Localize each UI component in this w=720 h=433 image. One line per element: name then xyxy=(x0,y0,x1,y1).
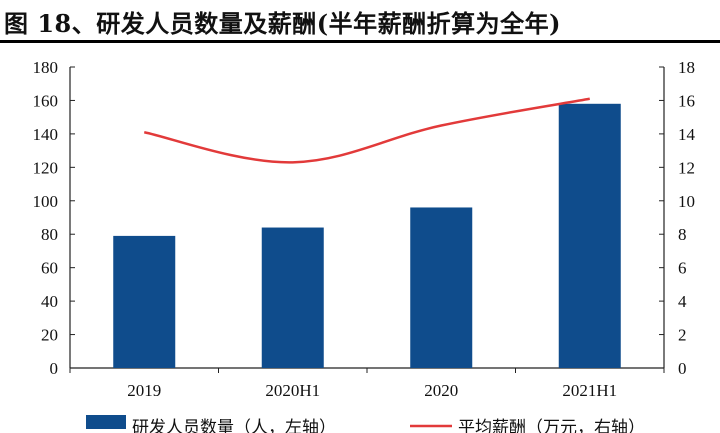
legend-bar-swatch xyxy=(86,415,126,429)
left-tick-label: 160 xyxy=(33,91,59,110)
right-tick-label: 8 xyxy=(678,225,687,244)
right-tick-label: 10 xyxy=(678,192,695,211)
line-series-path xyxy=(144,97,590,164)
line-series xyxy=(144,97,590,164)
right-tick-label: 18 xyxy=(678,58,695,77)
left-tick-label: 60 xyxy=(41,259,58,278)
left-tick-label: 120 xyxy=(33,158,59,177)
right-tick-label: 0 xyxy=(678,359,687,378)
legend-bar-label: 研发人员数量（人，左轴） xyxy=(132,418,336,433)
right-tick-label: 14 xyxy=(678,125,696,144)
bar xyxy=(558,103,621,369)
x-tick-label: 2020 xyxy=(424,381,458,400)
title-underline xyxy=(0,40,720,43)
x-tick-label: 2019 xyxy=(127,381,161,400)
left-tick-label: 0 xyxy=(50,359,59,378)
left-tick-label: 180 xyxy=(33,58,59,77)
bar xyxy=(261,227,324,368)
right-tick-label: 6 xyxy=(678,259,687,278)
bar-series xyxy=(113,103,621,369)
left-tick-label: 40 xyxy=(41,292,58,311)
tick-labels: 0 20 40 60 80 100 120 140 160 180 0 2 4 6 8 10 12 14 16 18 2… xyxy=(33,58,696,400)
legend-line-label: 平均薪酬（万元，右轴） xyxy=(458,418,645,433)
bar xyxy=(410,207,473,368)
left-tick-label: 140 xyxy=(33,125,59,144)
right-tick-label: 16 xyxy=(678,91,695,110)
chart-title: 图 18、研发人员数量及薪酬(半年薪酬折算为全年) xyxy=(4,9,561,38)
bar xyxy=(113,235,176,368)
right-tick-label: 12 xyxy=(678,158,695,177)
legend: 研发人员数量（人，左轴） 平均薪酬（万元，右轴） xyxy=(86,415,645,433)
left-tick-label: 20 xyxy=(41,326,58,345)
left-tick-label: 80 xyxy=(41,225,58,244)
x-tick-label: 2021H1 xyxy=(562,381,617,400)
right-tick-label: 4 xyxy=(678,292,687,311)
left-tick-label: 100 xyxy=(33,192,59,211)
right-tick-label: 2 xyxy=(678,326,687,345)
x-tick-label: 2020H1 xyxy=(265,381,320,400)
